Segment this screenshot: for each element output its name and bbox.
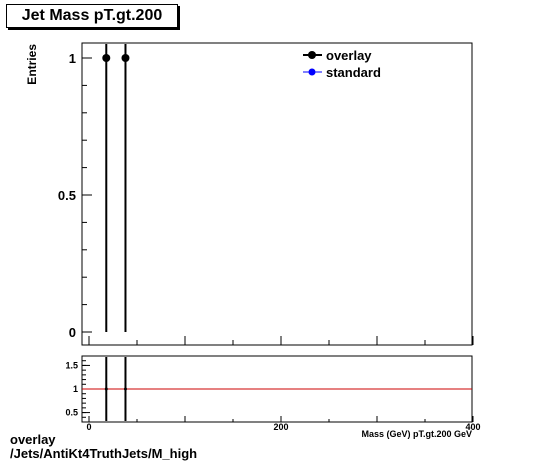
main-y-tick-label: 0 [69,325,76,340]
caption-line-2: /Jets/AntiKt4TruthJets/M_high [10,446,198,461]
legend: overlay standard [303,48,381,80]
chart-title-box: Jet Mass pT.gt.200 [6,4,178,28]
overlay-data-point [102,54,111,62]
ratio-data-point [104,387,108,391]
legend-overlay-label: overlay [326,48,372,63]
caption-line-1: overlay [10,432,56,447]
main-y-tick-label: 0.5 [58,188,76,203]
y-axis-label: Entries [25,44,39,85]
x-axis-label: Mass (GeV) pT.gt.200 GeV [361,429,472,439]
legend-overlay-marker [308,51,316,59]
ratio-y-tick-label: 1.5 [65,360,78,370]
ratio-x-tick-label: 400 [465,422,480,432]
overlay-data-point [121,54,130,62]
chart-title: Jet Mass pT.gt.200 [21,7,163,24]
legend-standard-marker [308,68,316,76]
legend-standard-label: standard [326,65,381,80]
ratio-x-tick-label: 200 [273,422,288,432]
ratio-y-tick-label: 1 [73,384,78,394]
ratio-y-tick-label: 0.5 [65,408,78,418]
ratio-data-point [123,387,127,391]
main-y-tick-label: 1 [69,51,76,66]
main-plot-frame [81,42,473,346]
ratio-x-tick-label: 0 [86,422,91,432]
